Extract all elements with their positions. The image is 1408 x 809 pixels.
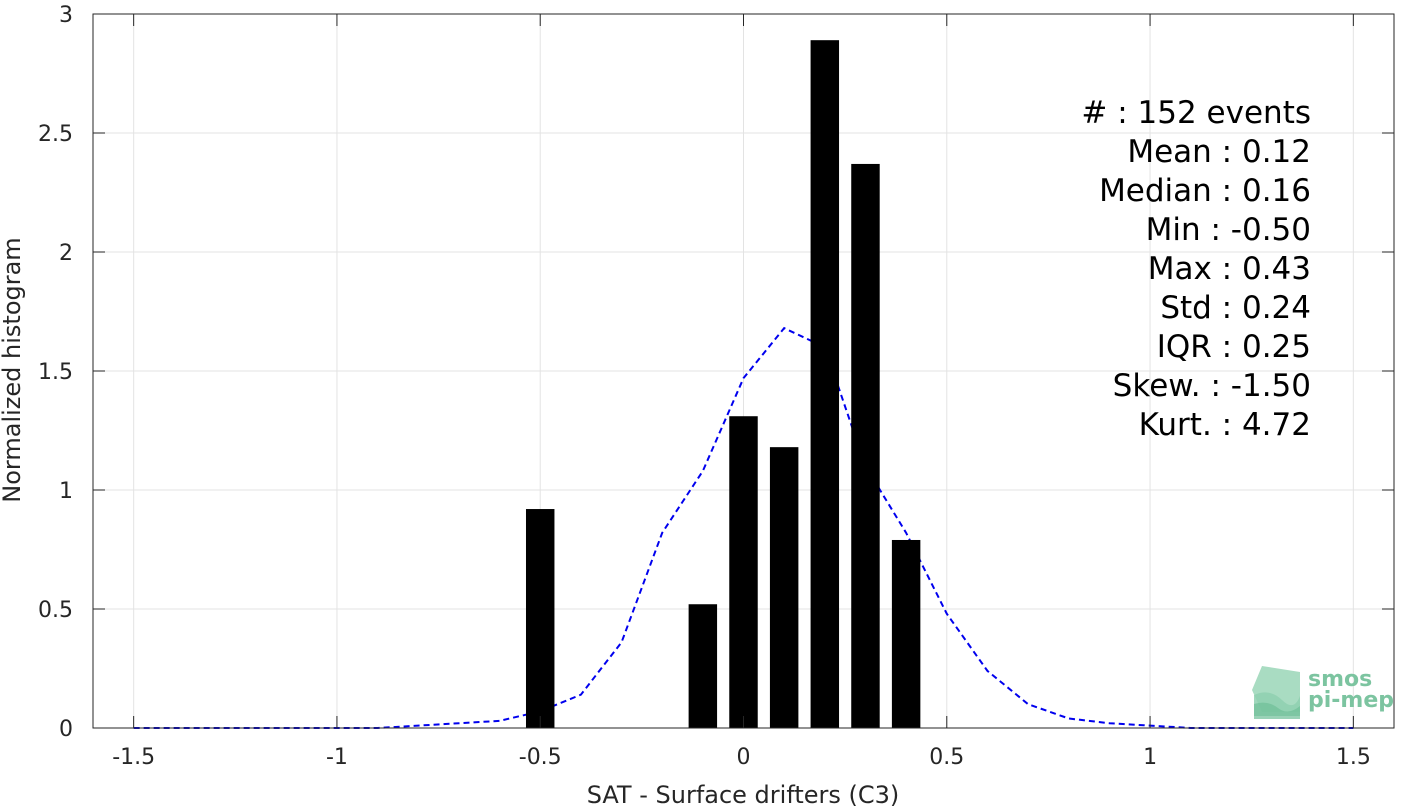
- stat-line: Max : 0.43: [1148, 251, 1311, 287]
- stat-line: Min : -0.50: [1146, 212, 1311, 248]
- stat-line: IQR : 0.25: [1157, 329, 1311, 365]
- histogram-bar: [688, 604, 718, 728]
- logo-line2: pi-mep: [1308, 688, 1394, 713]
- smos-pi-mep-logo: smos pi-mep: [1252, 666, 1394, 719]
- y-tick-label: 1: [59, 479, 73, 504]
- x-axis-label: SAT - Surface drifters (C3): [587, 781, 900, 809]
- y-axis-label: Normalized histogram: [0, 237, 26, 502]
- y-tick-label: 2.5: [38, 122, 73, 147]
- stat-line: # : 152 events: [1081, 95, 1311, 131]
- logo-line1: smos: [1308, 667, 1372, 692]
- histogram-bar: [810, 40, 840, 729]
- stat-line: Mean : 0.12: [1127, 134, 1311, 170]
- stat-line: Std : 0.24: [1160, 290, 1311, 326]
- x-tick-label: 1: [1143, 745, 1157, 770]
- bar-layer: [525, 40, 921, 729]
- histogram-bar: [891, 539, 921, 728]
- y-tick-label: 0: [59, 717, 73, 742]
- stat-line: Median : 0.16: [1099, 173, 1311, 209]
- histogram-bar: [851, 163, 880, 728]
- histogram-bar: [729, 416, 758, 728]
- smos-logo-icon: [1252, 666, 1300, 719]
- histogram-bar: [769, 447, 799, 728]
- y-tick-label: 3: [59, 3, 73, 28]
- stat-line: Skew. : -1.50: [1113, 368, 1311, 404]
- y-tick-label: 2: [59, 241, 73, 266]
- x-tick-label: -1.5: [112, 745, 155, 770]
- x-tick-label: -0.5: [519, 745, 562, 770]
- stat-line: Kurt. : 4.72: [1139, 407, 1311, 443]
- x-tick-label: 0: [737, 745, 751, 770]
- x-tick-label: 1.5: [1336, 745, 1371, 770]
- x-tick-label: 0.5: [929, 745, 964, 770]
- tick-layer: -1.5 -1 -0.5 0 0.5 1 1.5 0 0.5 1 1.5 2 2.5 3: [38, 3, 1394, 770]
- x-tick-label: -1: [326, 745, 348, 770]
- y-tick-label: 0.5: [38, 598, 73, 623]
- histogram-bar: [525, 509, 555, 728]
- y-tick-label: 1.5: [38, 360, 73, 385]
